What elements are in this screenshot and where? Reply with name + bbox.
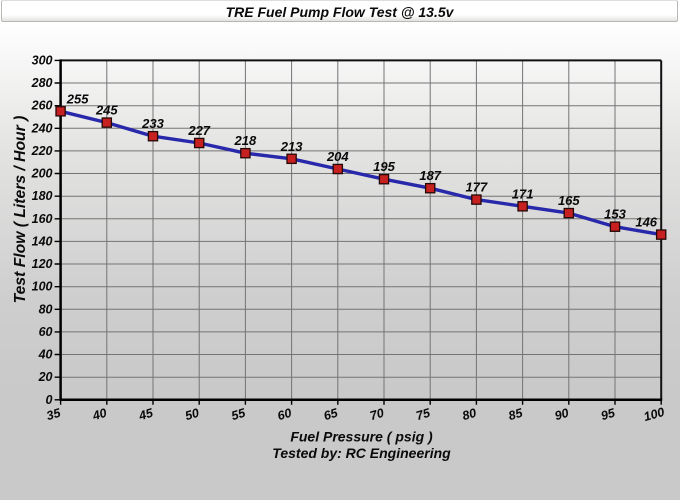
svg-text:55: 55: [230, 406, 248, 424]
svg-text:213: 213: [280, 139, 303, 154]
svg-text:260: 260: [31, 99, 53, 113]
svg-text:280: 280: [31, 76, 53, 90]
svg-text:100: 100: [642, 405, 666, 424]
svg-text:160: 160: [32, 212, 53, 226]
svg-text:80: 80: [39, 302, 53, 316]
svg-text:153: 153: [604, 207, 626, 222]
svg-text:20: 20: [38, 370, 53, 384]
svg-text:245: 245: [95, 103, 118, 118]
svg-text:180: 180: [32, 189, 53, 203]
svg-text:60: 60: [276, 406, 293, 423]
svg-text:187: 187: [419, 168, 441, 183]
svg-text:255: 255: [66, 91, 89, 106]
svg-text:227: 227: [187, 123, 210, 138]
svg-text:35: 35: [45, 406, 63, 424]
svg-text:220: 220: [31, 144, 53, 158]
svg-text:70: 70: [368, 406, 385, 423]
svg-text:140: 140: [32, 234, 53, 248]
svg-text:177: 177: [466, 180, 488, 195]
svg-text:Fuel Pressure ( psig ): Fuel Pressure ( psig ): [290, 429, 433, 445]
svg-text:40: 40: [38, 348, 53, 362]
svg-text:60: 60: [39, 325, 53, 339]
svg-text:218: 218: [234, 133, 257, 148]
svg-text:45: 45: [136, 406, 155, 424]
svg-text:120: 120: [32, 257, 53, 271]
svg-text:50: 50: [183, 406, 200, 423]
svg-text:75: 75: [414, 406, 432, 424]
svg-text:85: 85: [507, 406, 525, 424]
svg-text:0: 0: [46, 393, 53, 407]
svg-text:240: 240: [31, 121, 53, 135]
svg-text:Test Flow ( Liters / Hour ): Test Flow ( Liters / Hour ): [12, 116, 29, 304]
svg-text:195: 195: [373, 159, 395, 174]
svg-text:165: 165: [558, 193, 580, 208]
svg-text:171: 171: [512, 186, 534, 201]
svg-text:90: 90: [553, 406, 570, 423]
svg-text:80: 80: [461, 406, 478, 423]
svg-text:233: 233: [141, 116, 164, 131]
svg-text:95: 95: [599, 406, 617, 424]
svg-text:40: 40: [90, 406, 108, 424]
svg-text:146: 146: [635, 215, 657, 230]
svg-text:204: 204: [326, 149, 349, 164]
svg-text:Tested by: RC Engineering: Tested by: RC Engineering: [272, 445, 451, 461]
svg-text:200: 200: [31, 167, 53, 181]
svg-text:100: 100: [32, 280, 53, 294]
svg-text:300: 300: [32, 53, 53, 67]
svg-text:65: 65: [322, 406, 340, 424]
